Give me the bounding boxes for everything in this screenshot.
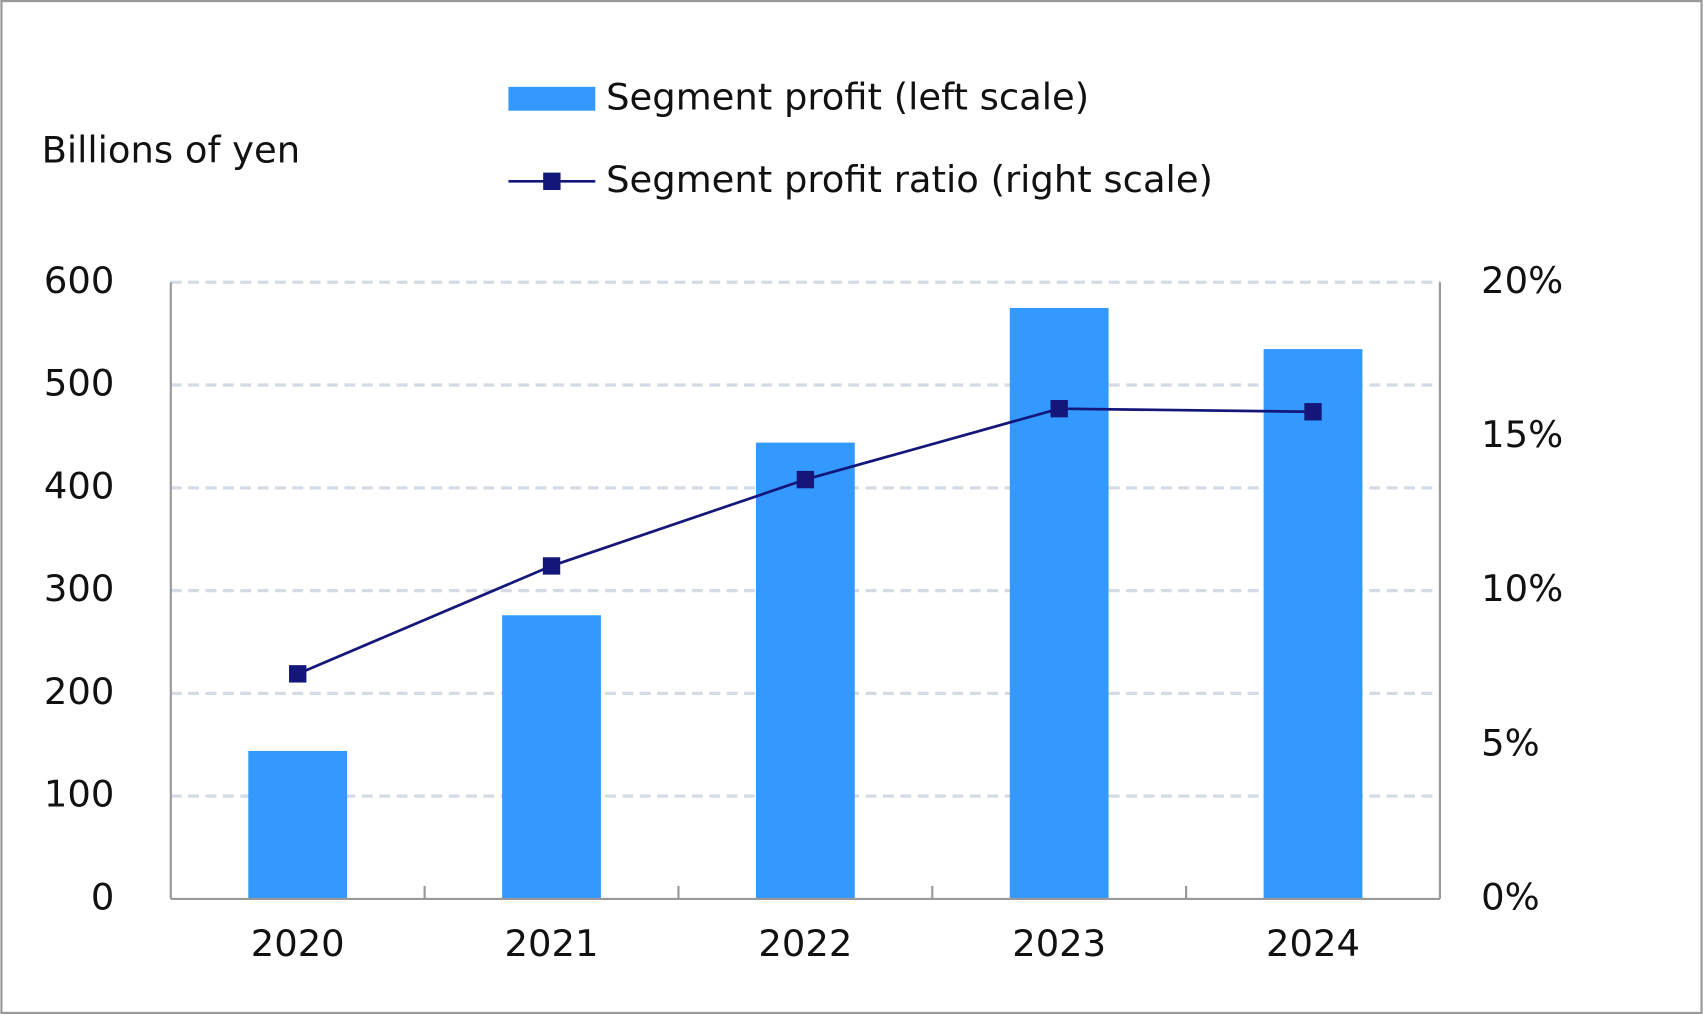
- legend-label: Segment profit ratio (right scale): [606, 158, 1213, 201]
- line-marker: [542, 557, 561, 575]
- y-tick-label: 400: [44, 464, 114, 507]
- y-tick-label: 0: [91, 875, 114, 918]
- bar: [755, 442, 855, 899]
- x-tick-label: 2020: [251, 922, 345, 965]
- bar: [1009, 307, 1109, 899]
- legend-swatch: [508, 86, 596, 111]
- y2-tick-label: 20%: [1481, 259, 1563, 302]
- line-marker: [289, 665, 307, 683]
- legend-swatch: [543, 172, 561, 190]
- bar: [1263, 349, 1363, 899]
- bar: [502, 615, 601, 899]
- x-tick-label: 2022: [758, 922, 852, 965]
- y2-tick-label: 15%: [1481, 413, 1563, 456]
- y-tick-label: 500: [44, 362, 114, 405]
- line-marker: [1304, 403, 1322, 421]
- line-marker: [1050, 399, 1068, 418]
- x-tick-label: 2024: [1266, 922, 1360, 965]
- y-tick-label: 300: [44, 567, 114, 610]
- legend-label: Segment profit (left scale): [606, 75, 1089, 118]
- x-tick-label: 2023: [1012, 922, 1106, 965]
- x-tick-label: 2021: [505, 922, 599, 965]
- y2-tick-label: 5%: [1481, 721, 1540, 764]
- y2-tick-label: 10%: [1481, 567, 1563, 610]
- y2-tick-label: 0%: [1481, 875, 1540, 918]
- y-tick-label: 100: [44, 773, 114, 816]
- y-tick-label: 200: [44, 670, 114, 713]
- y-tick-label: 600: [44, 259, 114, 302]
- line-marker: [796, 470, 815, 489]
- bar: [248, 750, 348, 899]
- y-axis-title: Billions of yen: [42, 128, 301, 171]
